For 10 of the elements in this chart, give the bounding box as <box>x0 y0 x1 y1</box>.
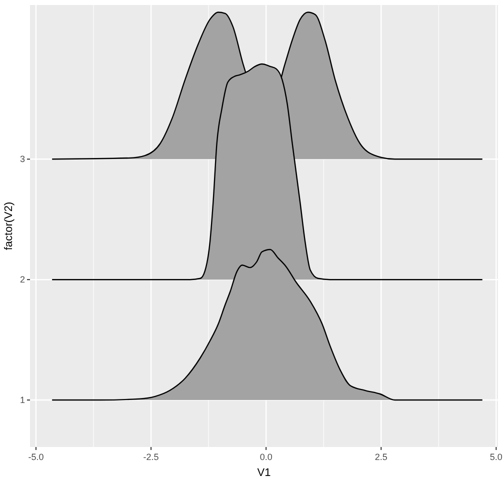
y-tick-label: 2 <box>20 274 25 285</box>
x-axis-title: V1 <box>257 467 271 479</box>
y-tick-label: 1 <box>20 395 25 406</box>
x-tick-label: -2.5 <box>143 452 159 462</box>
y-tick-label: 3 <box>20 154 25 164</box>
x-tick-label: 0.0 <box>260 452 272 462</box>
y-axis-title: factor(V2) <box>3 202 15 250</box>
x-tick-label: 5.0 <box>490 452 502 462</box>
x-tick-label: 2.5 <box>374 452 388 462</box>
x-tick-label: -5.0 <box>28 452 44 462</box>
